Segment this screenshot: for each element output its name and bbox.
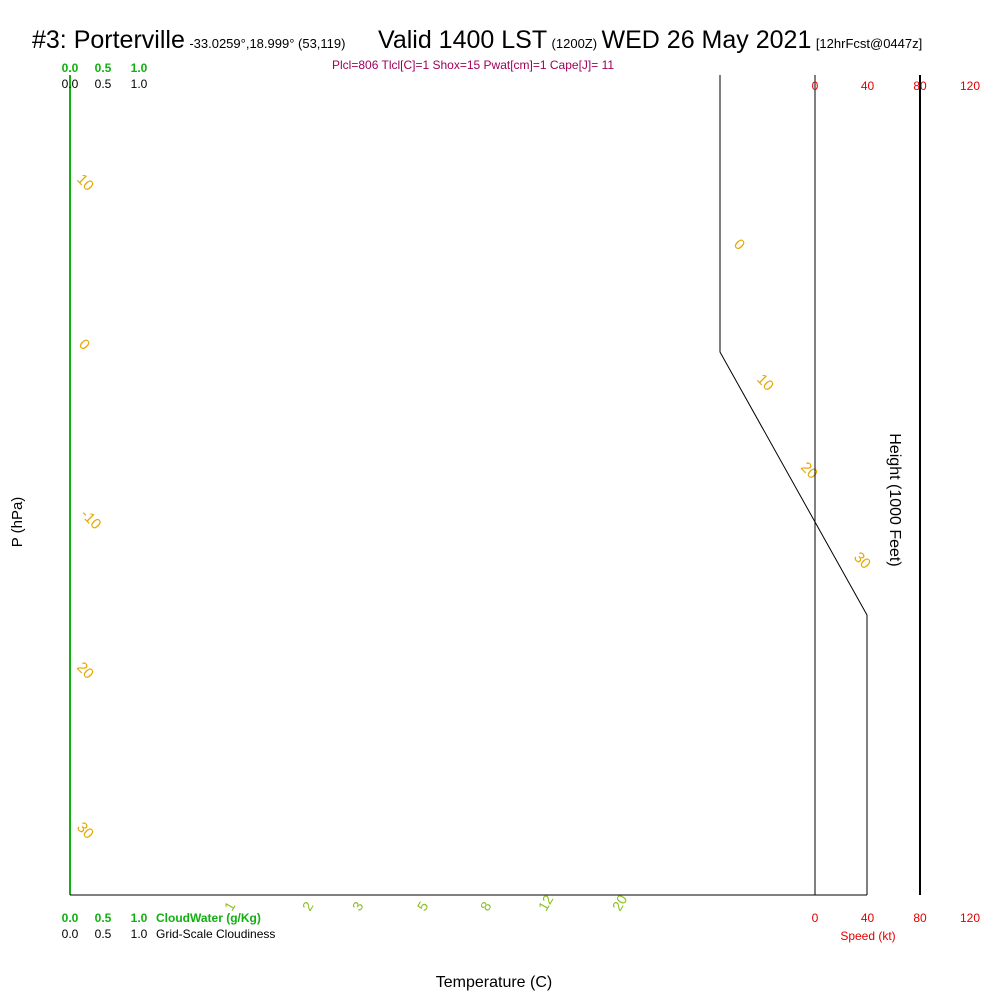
speed-tick-bottom: 40	[861, 911, 875, 925]
mixing-ratio-label: 3	[349, 899, 367, 914]
speed-label: Speed (kt)	[840, 929, 895, 943]
adiabat-label: 30	[73, 819, 97, 843]
adiabat-label: 0	[730, 236, 748, 254]
cloudwater-scale-top: 0.5	[95, 61, 112, 75]
valid-time: Valid 1400 LST	[378, 26, 548, 54]
adiabat-label: 10	[753, 371, 777, 395]
speed-tick-bottom: 120	[960, 911, 980, 925]
adiabat-label: -10	[77, 506, 104, 533]
cloudiness-scale-top: 0.5	[95, 77, 112, 91]
zulu-time: (1200Z)	[551, 36, 598, 51]
mixing-ratio-label: 8	[477, 899, 495, 914]
cloudwater-scale-bottom: 0.5	[95, 911, 112, 925]
cloudiness-scale-bottom: 0.0	[62, 927, 79, 941]
adiabat-label: 10	[73, 171, 97, 195]
forecast-info: [12hrFcst@0447z]	[815, 36, 923, 51]
adiabat-label: 30	[850, 549, 874, 573]
speed-tick-bottom: 80	[913, 911, 927, 925]
height-axis-label: Height (1000 Feet)	[886, 433, 903, 566]
cloudiness-scale-bottom: 0.5	[95, 927, 112, 941]
y-axis-label: P (hPa)	[9, 497, 26, 548]
cloudiness-label: Grid-Scale Cloudiness	[156, 927, 275, 941]
cloudiness-scale-top: 1.0	[131, 77, 148, 91]
cloudwater-scale-bottom: 1.0	[131, 911, 148, 925]
adiabat-label: 20	[797, 459, 821, 483]
stability-indices: Plcl=806 Tlcl[C]=1 Shox=15 Pwat[cm]=1 Ca…	[332, 58, 615, 72]
forecast-date: WED 26 May 2021	[601, 26, 812, 54]
cloudwater-scale-bottom: 0.0	[62, 911, 79, 925]
speed-tick-top: 0	[812, 79, 819, 93]
cloudwater-label: CloudWater (g/Kg)	[156, 911, 261, 925]
adiabat-label: 20	[73, 659, 97, 683]
station-title: #3: Porterville	[32, 26, 185, 54]
speed-tick-top: 40	[861, 79, 875, 93]
speed-tick-bottom: 0	[812, 911, 819, 925]
cloudwater-scale-top: 1.0	[131, 61, 148, 75]
mixing-ratio-label: 5	[414, 899, 432, 914]
cloudiness-scale-top: 0.0	[62, 77, 79, 91]
speed-tick-top: 120	[960, 79, 980, 93]
station-coords: -33.0259°,18.999° (53,119)	[189, 36, 346, 51]
mixing-ratio-label: 12	[535, 892, 557, 914]
plot-border	[719, 75, 868, 895]
mixing-ratio-label: 20	[609, 892, 631, 914]
adiabat-label: 0	[75, 336, 93, 354]
mixing-ratio-label: 2	[299, 899, 317, 914]
cloudwater-scale-top: 0.0	[62, 61, 79, 75]
x-axis-label: Temperature (C)	[436, 974, 552, 991]
cloudiness-scale-bottom: 1.0	[131, 927, 148, 941]
